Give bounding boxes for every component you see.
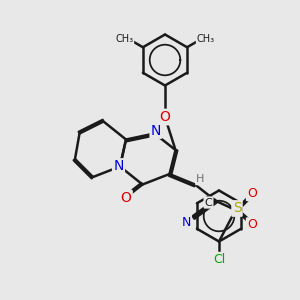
- Text: O: O: [160, 110, 170, 124]
- Text: O: O: [247, 218, 257, 232]
- Text: O: O: [247, 187, 257, 200]
- Text: C: C: [205, 197, 212, 208]
- Text: CH₃: CH₃: [197, 34, 215, 44]
- Text: Cl: Cl: [213, 253, 225, 266]
- Text: H: H: [196, 174, 205, 184]
- Text: S: S: [232, 202, 242, 215]
- Text: N: N: [181, 215, 191, 229]
- Text: O: O: [121, 191, 131, 205]
- Text: N: N: [151, 124, 161, 137]
- Text: N: N: [113, 160, 124, 173]
- Text: CH₃: CH₃: [115, 34, 133, 44]
